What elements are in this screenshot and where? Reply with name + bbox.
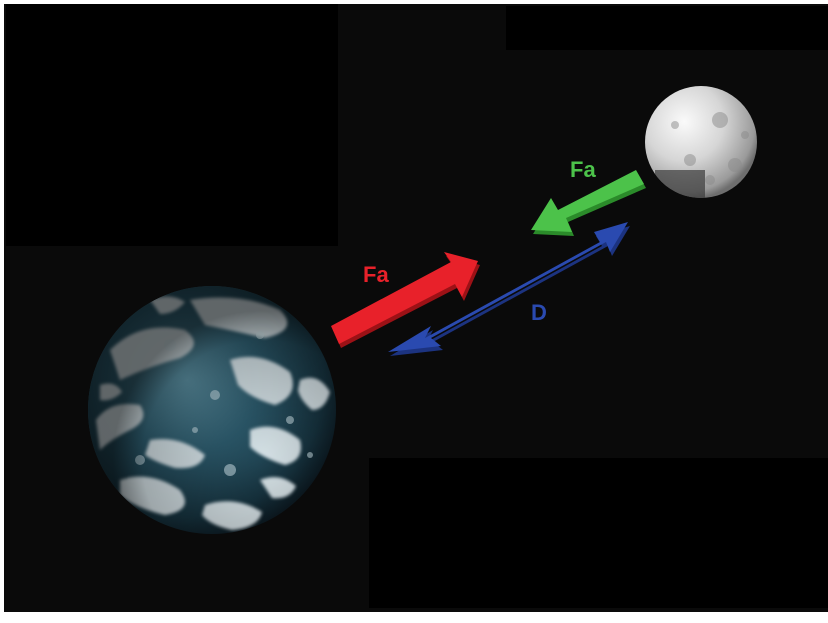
red-force-arrow <box>331 252 480 348</box>
black-panel-top-right <box>506 6 828 50</box>
bottom-border <box>0 612 828 623</box>
blue-distance-arrow <box>388 222 630 356</box>
red-force-label: Fa <box>363 262 389 287</box>
black-panel-top-left <box>6 4 338 246</box>
black-panel-bottom-right <box>369 458 828 608</box>
green-force-label: Fa <box>570 157 596 182</box>
earth-image <box>88 286 336 534</box>
top-border <box>0 0 828 4</box>
green-force-arrow <box>531 170 646 236</box>
distance-label: D <box>531 300 547 325</box>
left-border <box>0 0 4 623</box>
